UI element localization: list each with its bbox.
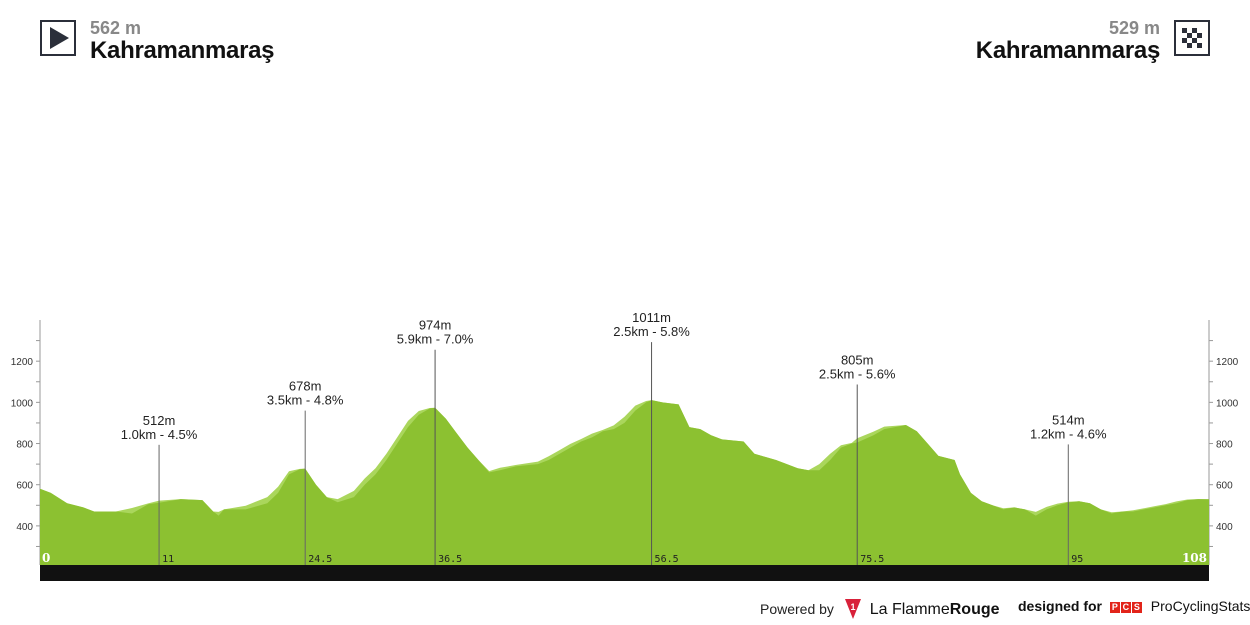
pcs-letter-p: P xyxy=(1109,601,1120,613)
y-tick-label-right: 1000 xyxy=(1216,398,1239,409)
km-axis-band xyxy=(40,565,1209,581)
km-marker-label: 95 xyxy=(1071,554,1083,565)
y-tick-label-left: 400 xyxy=(16,522,33,533)
km-marker-label: 75.5 xyxy=(860,554,884,565)
powered-label: Powered by xyxy=(760,601,834,618)
la-flamme-rouge-logo[interactable]: La FlammeRouge xyxy=(870,601,1000,618)
y-tick-label-left: 1000 xyxy=(11,398,34,409)
km-end-label: 108 xyxy=(1182,551,1207,565)
y-tick-label-left: 600 xyxy=(16,481,33,492)
lfr-name-regular: La Flamme xyxy=(869,601,950,619)
climb-detail-label: 5.9km - 7.0% xyxy=(397,332,474,347)
km-axis-band-rect xyxy=(40,565,1209,581)
powered-by: Powered by 1 La FlammeRouge xyxy=(760,598,1000,623)
designed-label: designed for xyxy=(1018,598,1103,614)
svg-text:1: 1 xyxy=(850,602,855,612)
km-start-label: 0 xyxy=(42,551,50,565)
checkered-flag-icon xyxy=(1174,20,1210,56)
climb-summit-label: 974m xyxy=(419,318,452,333)
y-tick-label-left: 1200 xyxy=(11,357,34,368)
lfr-name-bold: Rouge xyxy=(949,601,1000,619)
km-marker-label: 24.5 xyxy=(308,554,332,565)
play-icon xyxy=(40,20,76,56)
climb-summit-label: 678m xyxy=(289,379,322,394)
climb-detail-label: 2.5km - 5.6% xyxy=(819,367,896,382)
climb-detail-label: 1.2km - 4.6% xyxy=(1030,426,1107,441)
climb-detail-label: 3.5km - 4.8% xyxy=(267,393,344,408)
y-tick-label-left: 800 xyxy=(16,440,33,451)
procyclingstats-link[interactable]: ProCyclingStats xyxy=(1150,598,1250,614)
climb-detail-label: 1.0km - 4.5% xyxy=(121,427,198,442)
profile-area-dark xyxy=(40,400,1209,565)
y-tick-label-right: 400 xyxy=(1216,522,1233,533)
pcs-letter-c: C xyxy=(1120,601,1131,613)
y-tick-label-right: 1200 xyxy=(1216,357,1239,368)
flame-icon: 1 xyxy=(844,598,862,623)
pcs-letter-s: S xyxy=(1131,601,1142,613)
climb-summit-label: 1011m xyxy=(632,310,671,325)
climb-detail-label: 2.5km - 5.8% xyxy=(613,324,690,339)
km-marker-label: 11 xyxy=(162,554,174,565)
profile-area xyxy=(40,400,1209,565)
km-marker-label: 56.5 xyxy=(655,554,679,565)
climb-summit-label: 512m xyxy=(143,413,176,428)
finish-town: Kahramanmaraş xyxy=(975,37,1161,64)
climb-summit-label: 805m xyxy=(841,353,874,368)
start-elevation: 562 m xyxy=(90,18,142,38)
km-marker-label: 36.5 xyxy=(438,554,462,565)
y-tick-label-right: 800 xyxy=(1216,440,1233,451)
climb-summit-label: 514m xyxy=(1052,412,1085,427)
y-tick-label-right: 600 xyxy=(1216,481,1233,492)
finish-elevation: 529 m xyxy=(1108,18,1160,38)
start-town: Kahramanmaraş xyxy=(90,37,275,64)
